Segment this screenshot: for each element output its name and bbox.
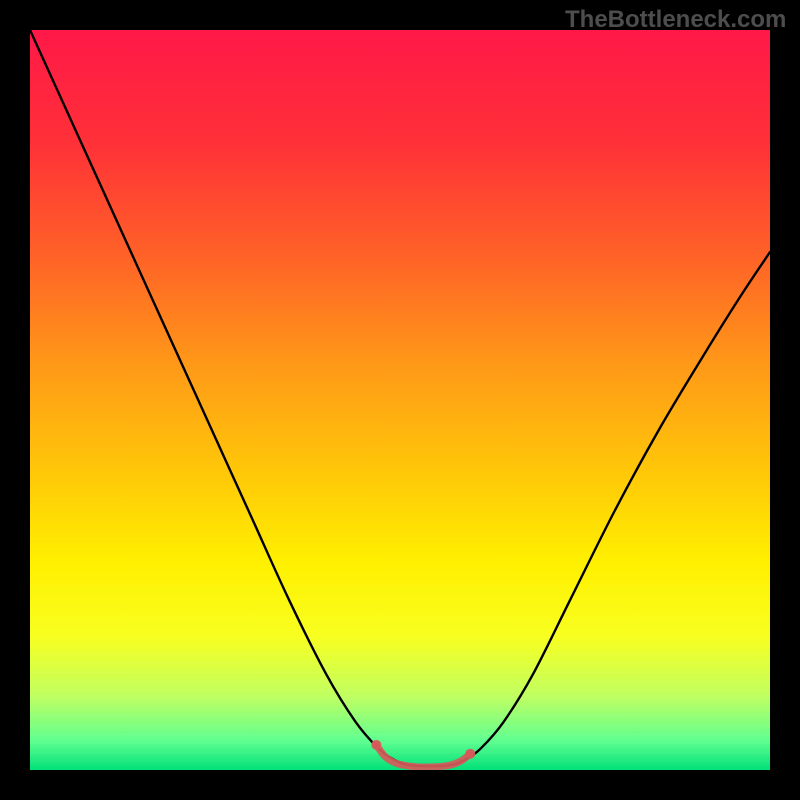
plot-svg <box>30 30 770 770</box>
valley-end-dot <box>371 740 381 750</box>
watermark-label: TheBottleneck.com <box>565 6 786 34</box>
valley-end-dot <box>465 749 475 759</box>
chart-stage: TheBottleneck.com <box>0 0 800 800</box>
plot-area <box>30 30 770 770</box>
